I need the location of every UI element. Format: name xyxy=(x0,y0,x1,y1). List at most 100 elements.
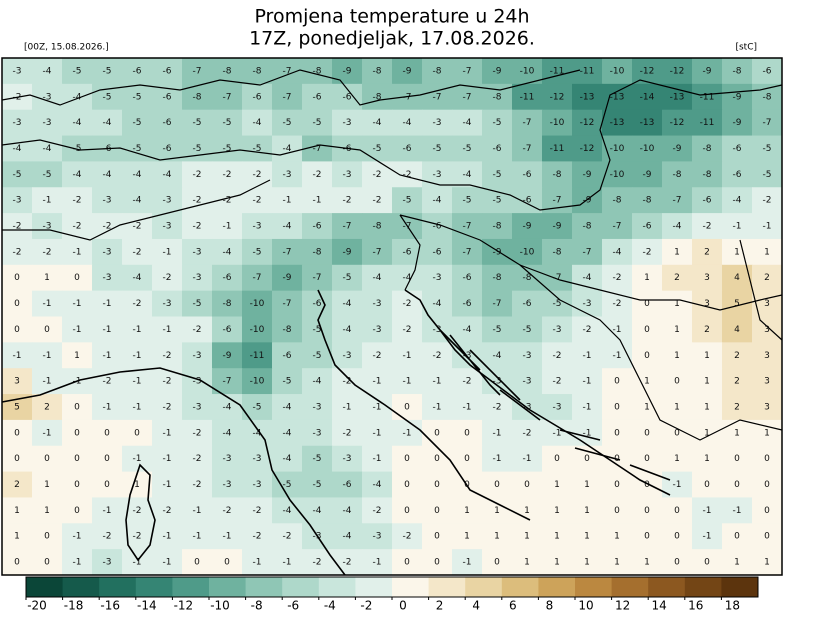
field-cell xyxy=(482,394,513,421)
field-value: -8 xyxy=(553,247,562,257)
field-value: -13 xyxy=(670,92,685,102)
field-cell xyxy=(122,264,153,292)
field-value: 2 xyxy=(704,325,710,335)
field-value: -1 xyxy=(403,351,412,361)
field-value: -2 xyxy=(163,506,172,516)
field-value: -5 xyxy=(343,273,352,283)
field-value: -7 xyxy=(763,118,772,128)
field-value: 0 xyxy=(644,506,650,516)
field-value: -1 xyxy=(463,558,472,568)
field-cell xyxy=(212,290,243,317)
border-6 xyxy=(519,264,783,441)
field-value: -3 xyxy=(553,402,562,412)
field-cell xyxy=(212,238,243,266)
field-cell xyxy=(302,161,333,188)
field-value: 1 xyxy=(464,506,470,516)
field-value: -1 xyxy=(133,454,142,464)
field-cell xyxy=(542,368,573,395)
field-cell xyxy=(392,523,423,550)
field-value: -1 xyxy=(103,325,112,335)
field-cell xyxy=(692,58,723,85)
field-value: -2 xyxy=(163,377,172,387)
field-value: -6 xyxy=(313,299,322,309)
field-cell xyxy=(542,161,573,188)
field-value: -4 xyxy=(253,428,262,438)
field-cell xyxy=(272,290,303,317)
field-cell xyxy=(512,342,543,369)
field-cell xyxy=(272,316,303,343)
field-value: -6 xyxy=(733,144,742,154)
field-value: -8 xyxy=(703,170,712,180)
field-value: -6 xyxy=(343,480,352,490)
field-cell xyxy=(422,238,453,266)
field-cell xyxy=(722,523,753,550)
field-value: -5 xyxy=(193,299,202,309)
field-value: -5 xyxy=(103,92,112,102)
field-value: 0 xyxy=(764,532,770,542)
field-value: -2 xyxy=(223,196,232,206)
field-value: -5 xyxy=(493,196,502,206)
field-cell xyxy=(332,368,363,395)
field-cell xyxy=(392,161,423,188)
field-value: 0 xyxy=(644,351,650,361)
field-cell xyxy=(212,549,243,576)
field-cell xyxy=(662,342,693,369)
field-cell xyxy=(722,445,753,473)
field-cell xyxy=(542,83,573,111)
field-value: 0 xyxy=(644,299,650,309)
field-value: 0 xyxy=(644,454,650,464)
field-value: -1 xyxy=(43,299,52,309)
field-cell xyxy=(392,497,423,524)
field-value: -10 xyxy=(610,170,625,180)
field-value: -1 xyxy=(763,222,772,232)
field-value: -9 xyxy=(583,196,592,206)
field-cell xyxy=(392,419,423,447)
field-value: 2 xyxy=(14,480,20,490)
field-cell xyxy=(362,471,393,498)
field-value: -6 xyxy=(493,144,502,154)
field-cell xyxy=(332,394,363,421)
field-cell xyxy=(32,549,63,576)
field-cell xyxy=(662,497,693,524)
field-value: -2 xyxy=(253,170,262,180)
field-value: -7 xyxy=(583,247,592,257)
field-value: 1 xyxy=(704,454,710,464)
field-cell xyxy=(242,368,273,395)
field-cell xyxy=(332,213,363,240)
field-cell xyxy=(272,213,303,240)
field-value: -5 xyxy=(133,118,142,128)
field-value: 0 xyxy=(494,558,500,568)
field-value: -9 xyxy=(673,144,682,154)
field-value: -2 xyxy=(613,299,622,309)
field-value: -2 xyxy=(343,558,352,568)
field-cell xyxy=(722,109,753,137)
field-value: -5 xyxy=(253,247,262,257)
field-cell xyxy=(212,471,243,498)
field-value: 1 xyxy=(74,351,80,361)
colorbar-segment xyxy=(428,577,466,597)
field-value: -1 xyxy=(703,506,712,516)
field-cell xyxy=(272,394,303,421)
field-value: 1 xyxy=(464,532,470,542)
field-value: -6 xyxy=(523,196,532,206)
field-value: -3 xyxy=(343,118,352,128)
field-cell xyxy=(452,264,483,292)
field-cell xyxy=(212,135,243,162)
field-value: 0 xyxy=(44,454,50,464)
field-value: -4 xyxy=(283,454,292,464)
field-cell xyxy=(602,368,633,395)
field-value: -5 xyxy=(223,144,232,154)
field-value: -1 xyxy=(163,428,172,438)
field-value: -8 xyxy=(523,273,532,283)
field-value: 0 xyxy=(434,558,440,568)
field-cell xyxy=(2,368,33,395)
field-cell xyxy=(512,264,543,292)
colorbar-tick-label: 18 xyxy=(725,599,740,613)
field-value: 2 xyxy=(704,247,710,257)
field-cell xyxy=(452,316,483,343)
field-value: -2 xyxy=(583,325,592,335)
field-value: 3 xyxy=(704,273,710,283)
field-cell xyxy=(602,290,633,317)
field-cell xyxy=(122,161,153,188)
field-cell xyxy=(242,161,273,188)
